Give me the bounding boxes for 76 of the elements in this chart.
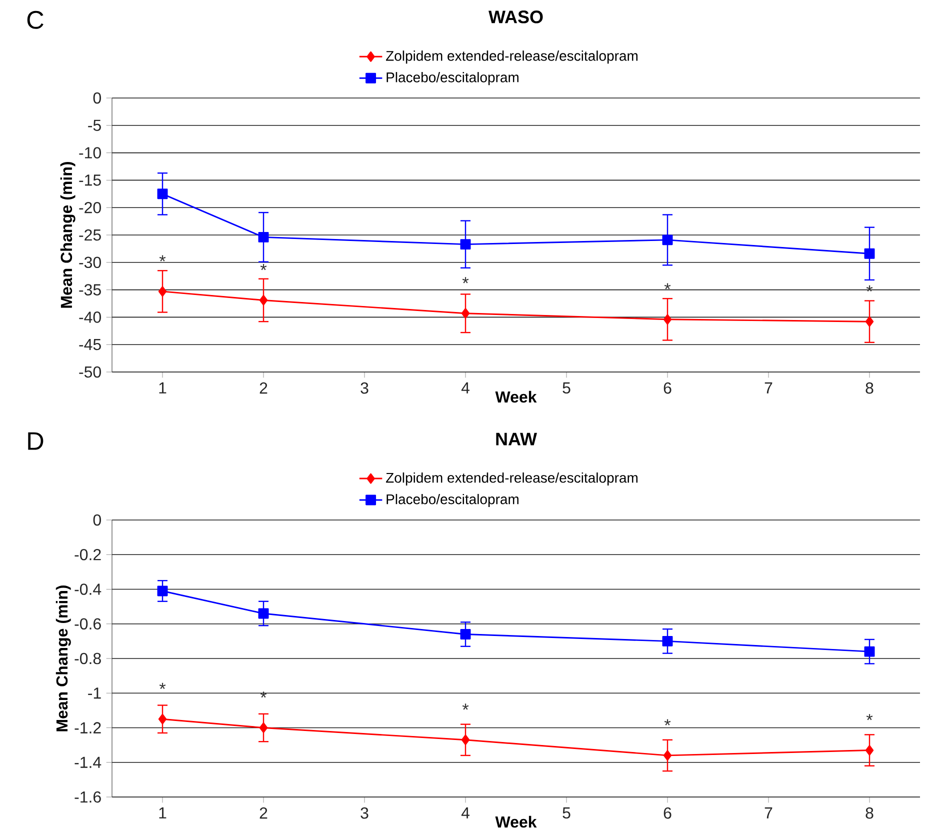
x-tick-label: 1 [159, 807, 166, 818]
annotation: * [462, 704, 469, 710]
x-tick-label: 8 [866, 807, 874, 819]
point [663, 314, 672, 325]
legend-label: Zolpidem extended-release/escitalopram [386, 50, 638, 64]
point [157, 188, 168, 200]
y-tick-label: -20 [79, 202, 101, 214]
x-axis-title: Week [495, 390, 537, 403]
y-tick-label: -5 [88, 120, 101, 131]
point [461, 734, 470, 746]
point [864, 646, 875, 657]
x-tick-label: 6 [664, 382, 672, 394]
y-tick-label: -0.8 [74, 652, 101, 664]
y-axis-title: Mean Change (min) [56, 586, 71, 732]
text: C [27, 10, 44, 29]
chart-title: NAW [496, 432, 537, 446]
x-tick-label: 6 [664, 807, 672, 819]
point [258, 608, 269, 619]
y-tick-label: -30 [79, 256, 101, 268]
point [460, 239, 471, 250]
point [663, 750, 672, 761]
x-tick-label: 1 [159, 382, 166, 394]
point [259, 722, 268, 733]
annotation: * [664, 719, 671, 726]
annotation: * [866, 714, 873, 720]
point [158, 714, 167, 724]
text: D [28, 432, 44, 450]
y-tick-label: -1.2 [74, 722, 101, 734]
point [662, 636, 673, 646]
point [460, 629, 471, 640]
legend-label: Zolpidem extended-release/escitalopram [386, 472, 638, 486]
legend-label: Placebo/escitalopram [386, 494, 518, 507]
point [158, 286, 167, 297]
y-tick-label: -35 [79, 284, 101, 296]
x-tick-label: 5 [562, 807, 570, 819]
x-tick-label: 5 [562, 382, 570, 394]
point [864, 248, 875, 259]
x-tick-label: 7 [764, 807, 772, 818]
x-axis-title: Week [495, 816, 537, 828]
y-tick-label: -10 [79, 147, 101, 158]
x-tick-label: 2 [260, 382, 268, 394]
point [865, 745, 874, 756]
y-tick-label: -50 [79, 366, 101, 378]
annotation: * [664, 283, 671, 290]
x-tick-label: 4 [461, 807, 470, 818]
x-tick-label: 4 [461, 382, 470, 394]
point [157, 586, 168, 596]
chart-title: WASO [488, 10, 543, 24]
y-tick-label: -1 [88, 688, 101, 699]
annotation: * [159, 255, 166, 262]
annotation: * [462, 277, 469, 284]
y-tick-label: -40 [79, 312, 101, 323]
y-tick-label: -0.2 [74, 548, 101, 560]
y-tick-label: -45 [79, 339, 101, 350]
point [662, 234, 673, 246]
x-tick-label: 2 [260, 807, 268, 819]
x-tick-label: 8 [866, 382, 874, 394]
y-tick-label: 0 [93, 514, 101, 526]
y-tick-label: 0 [93, 92, 101, 104]
x-tick-label: 3 [360, 382, 368, 394]
y-tick-label: -0.4 [74, 584, 102, 595]
annotation: * [260, 264, 267, 270]
y-tick-label: -0.6 [74, 618, 101, 630]
y-tick-label: -1.6 [74, 791, 101, 803]
y-tick-label: -15 [79, 174, 101, 186]
annotation: * [159, 682, 166, 689]
y-tick-label: -1.4 [74, 756, 102, 768]
y-tick-label: -25 [79, 229, 101, 241]
x-tick-label: 3 [360, 807, 368, 819]
y-axis-title: Mean Change (min) [60, 162, 76, 308]
point [258, 232, 269, 242]
point [461, 308, 470, 319]
x-tick-label: 7 [764, 382, 772, 394]
point [865, 316, 874, 327]
legend-label: Placebo/escitalopram [386, 72, 518, 86]
point [259, 294, 268, 306]
